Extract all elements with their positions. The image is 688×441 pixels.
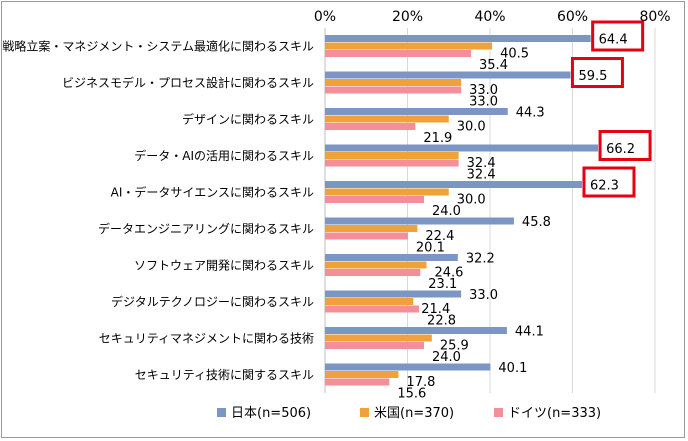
category-label: セキュリティ技術に関するスキル [135,368,314,382]
data-label: 24.0 [432,350,461,365]
category-label: データ・AIの活用に関わるスキル [134,148,314,163]
data-label: 30.0 [457,120,486,135]
highlight-box [582,166,636,198]
legend-swatch [217,408,226,417]
data-label: 44.3 [516,105,545,120]
category-label: デザインに関わるスキル [182,111,314,126]
data-label: 22.8 [427,314,456,329]
bar-germany [325,159,459,167]
data-label: 23.1 [428,277,457,292]
data-label: 21.4 [421,302,450,317]
bar-japan [325,181,582,188]
x-tick-label: 0% [314,9,336,25]
data-label: 33.0 [469,95,498,110]
highlight-box [570,57,624,88]
data-label: 44.1 [515,324,544,339]
highlight-box [591,20,645,52]
legend-label: 日本(n=506) [231,406,311,421]
legend-swatch [494,408,503,417]
bar-usa [325,371,399,378]
bar-usa [325,225,418,232]
data-label: 15.6 [397,387,426,402]
bar-germany [325,305,420,313]
bar-japan [325,217,514,225]
data-label: 32.2 [466,251,495,266]
data-label: 64.4 [599,32,628,47]
bar-japan [325,144,599,152]
x-tick-label: 40% [474,9,505,25]
bar-usa [325,298,414,305]
bar-usa [325,79,462,86]
data-label: 40.5 [500,47,529,62]
data-label: 30.0 [457,193,486,208]
data-label: 24.0 [432,204,461,219]
x-tick-label: 80% [639,9,670,25]
legend-label: ドイツ(n=333) [508,406,601,421]
bar-usa [325,152,459,159]
bar-germany [325,342,424,349]
data-label: 17.8 [406,375,435,390]
data-label: 25.9 [440,339,469,354]
bar-usa [325,334,432,342]
bar-japan [325,363,491,371]
data-label: 59.5 [578,69,607,84]
bar-japan [325,71,571,79]
data-label: 32.4 [467,156,496,171]
bar-usa [325,261,427,269]
data-label: 33.0 [469,83,498,98]
x-tick-label: 60% [557,9,588,25]
bar-germany [325,378,390,386]
bar-japan [325,35,591,42]
category-label: データエンジニアリングに関わるスキル [98,221,314,236]
bar-germany [325,269,421,276]
category-label: デジタルテクノロジーに関わるスキル [111,294,314,309]
data-label: 22.4 [425,229,454,244]
bar-japan [325,108,508,115]
bar-germany [325,86,462,94]
data-label: 35.4 [479,58,508,73]
category-label: 戦略立案・マネジメント・システム最適化に関わるスキル [2,38,314,53]
category-label: セキュリティマネジメントに関わる技術 [99,331,314,345]
category-label: ソフトウェア開発に関わるスキル [134,258,314,272]
bar-germany [325,50,472,57]
data-label: 33.0 [469,288,498,303]
data-label: 21.9 [423,131,452,146]
data-label: 24.6 [434,266,463,281]
data-label: 32.4 [467,168,496,183]
data-label: 40.1 [498,361,527,376]
category-label: ビジネスモデル・プロセス設計に関わるスキル [62,75,314,90]
bar-usa [325,188,449,196]
data-label: 62.3 [590,178,619,193]
category-label: AI・データサイエンスに関わるスキル [111,184,314,199]
bar-germany [325,123,416,130]
data-label: 45.8 [522,215,551,230]
legend-label: 米国(n=370) [374,406,454,421]
bar-japan [325,327,507,334]
x-tick-label: 20% [392,9,423,25]
highlight-box [598,130,652,161]
bar-germany [325,196,424,203]
bar-japan [325,254,458,261]
data-label: 20.1 [416,241,445,256]
data-label: 66.2 [606,142,635,157]
bar-japan [325,290,462,298]
bar-usa [325,42,493,50]
bar-usa [325,115,449,123]
bar-germany [325,232,408,240]
legend-swatch [360,408,369,417]
